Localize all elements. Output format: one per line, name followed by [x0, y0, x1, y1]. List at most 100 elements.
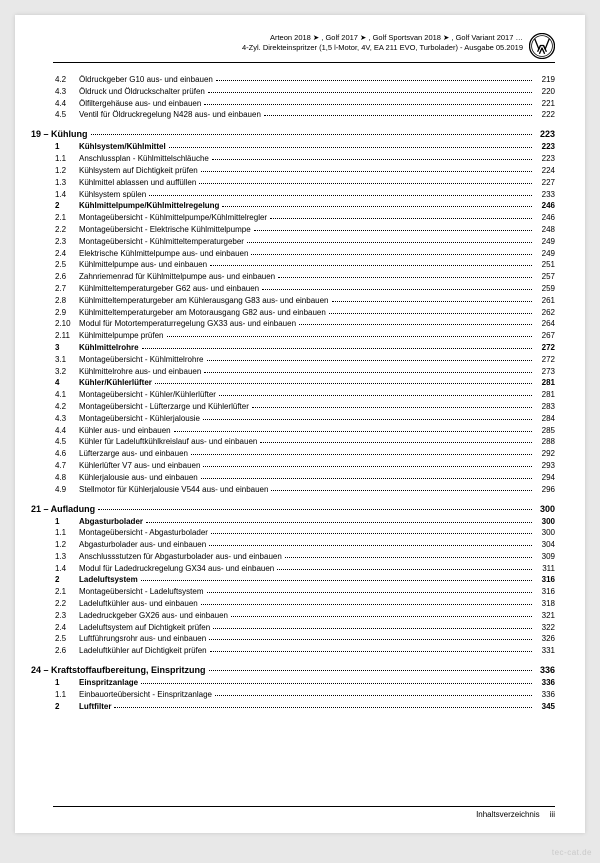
toc-leader-dots — [278, 277, 532, 278]
toc-entry-label: Montageübersicht - Kühlmittelpumpe/Kühlm… — [79, 213, 267, 223]
toc-entry: 4.5Ventil für Öldruckregelung N428 aus- … — [53, 110, 555, 120]
toc-leader-dots — [174, 431, 532, 432]
toc-entry: 4.1Montageübersicht - Kühler/Kühlerlüfte… — [53, 390, 555, 400]
toc-entry: 2.11Kühlmittelpumpe prüfen267 — [53, 331, 555, 341]
toc-entry: 1Abgasturbolader 300 — [53, 517, 555, 527]
toc-entry-label: Montageübersicht - Kühlmitteltemperaturg… — [79, 237, 244, 247]
toc-leader-dots — [215, 695, 532, 696]
toc-leader-dots — [260, 442, 532, 443]
toc-entry-label: Zahnriemenrad für Kühlmittelpumpe aus- u… — [79, 272, 275, 282]
toc-entry-label: Montageübersicht - Elektrische Kühlmitte… — [79, 225, 251, 235]
toc-entry-label: Kühlerjalousie aus- und einbauen — [79, 473, 198, 483]
toc-entry-number: 4.4 — [53, 99, 79, 109]
toc-entry-number: 2.3 — [53, 237, 79, 247]
toc-entry: 2.3Montageübersicht - Kühlmitteltemperat… — [53, 237, 555, 247]
toc-entry-label: Ventil für Öldruckregelung N428 aus- und… — [79, 110, 261, 120]
toc-entry-number: 4.9 — [53, 485, 79, 495]
toc-entry-page: 296 — [535, 485, 555, 495]
toc-entry-number: 3.2 — [53, 367, 79, 377]
toc-entry-page: 224 — [535, 166, 555, 176]
toc-entry-label: Abgasturbolader — [79, 517, 143, 527]
toc-entry-number: 2.1 — [53, 213, 79, 223]
toc-leader-dots — [204, 104, 532, 105]
toc-leader-dots — [191, 454, 532, 455]
toc-entry-number: 1 — [53, 517, 79, 527]
toc-leader-dots — [209, 639, 532, 640]
toc-entry-number: 4.2 — [53, 402, 79, 412]
toc-entry: 2.8Kühlmitteltemperaturgeber am Kühlerau… — [53, 296, 555, 306]
toc-entry: 1.3Anschlussstutzen für Abgasturbolader … — [53, 552, 555, 562]
toc-entry: 2Kühlmittelpumpe/Kühlmittelregelung246 — [53, 201, 555, 211]
toc-entry: 4.3Montageübersicht - Kühlerjalousie284 — [53, 414, 555, 424]
toc-entry-number: 2.1 — [53, 587, 79, 597]
toc-leader-dots — [262, 289, 532, 290]
toc-entry-label: Ladedruckgeber GX26 aus- und einbauen — [79, 611, 228, 621]
toc-entry-page: 233 — [535, 190, 555, 200]
toc-leader-dots — [98, 509, 532, 510]
toc-entry-page: 321 — [535, 611, 555, 621]
toc-entry-page: 249 — [535, 249, 555, 259]
toc-leader-dots — [209, 545, 532, 546]
toc-entry-label: Kühlmitteltemperaturgeber am Kühlerausga… — [79, 296, 329, 306]
toc-entry: 2.1Montageübersicht - Kühlmittelpumpe/Kü… — [53, 213, 555, 223]
toc-leader-dots — [207, 360, 532, 361]
toc-entry: 1.3Kühlmittel ablassen und auffüllen227 — [53, 178, 555, 188]
toc-entry-number: 1.1 — [53, 154, 79, 164]
toc-entry-label: Modul für Motortemperaturregelung GX33 a… — [79, 319, 296, 329]
toc-entry-page: 272 — [535, 355, 555, 365]
toc-entry-number: 2.5 — [53, 634, 79, 644]
toc-entry-label: Luftführungsrohr aus- und einbauen — [79, 634, 206, 644]
toc-entry: 3.2Kühlmittelrohre aus- und einbauen273 — [53, 367, 555, 377]
toc-chapter: 24 – Kraftstoffaufbereitung, Einspritzun… — [53, 665, 555, 675]
toc-entry: 4.2Montageübersicht - Lüfterzarge und Kü… — [53, 402, 555, 412]
toc-leader-dots — [142, 348, 532, 349]
toc-entry-label: Montageübersicht - Lüfterzarge und Kühle… — [79, 402, 249, 412]
toc-leader-dots — [231, 616, 532, 617]
toc-entry-number: 2.3 — [53, 611, 79, 621]
page-header: Arteon 2018 ➤ , Golf 2017 ➤ , Golf Sport… — [53, 33, 555, 63]
toc-entry-label: Anschlussplan - Kühlmittelschläuche — [79, 154, 209, 164]
toc-entry-number: 1 — [53, 142, 79, 152]
toc-entry-page: 257 — [535, 272, 555, 282]
toc-entry-page: 300 — [535, 517, 555, 527]
toc-entry-page: 221 — [535, 99, 555, 109]
toc-entry: 2.9Kühlmitteltemperaturgeber am Motoraus… — [53, 308, 555, 318]
toc-entry-label: Anschlussstutzen für Abgasturbolader aus… — [79, 552, 282, 562]
toc-entry-number: 4.5 — [53, 437, 79, 447]
toc-entry-number: 3 — [53, 343, 79, 353]
toc-entry-number: 2.6 — [53, 272, 79, 282]
toc-leader-dots — [203, 466, 532, 467]
toc-leader-dots — [210, 265, 532, 266]
toc-entry-number: 4.4 — [53, 426, 79, 436]
toc-entry-number: 4.1 — [53, 390, 79, 400]
toc-entry-page: 309 — [535, 552, 555, 562]
toc-entry-number: 2.10 — [53, 319, 79, 329]
toc-entry-label: Montageübersicht - Ladeluftsystem — [79, 587, 204, 597]
toc-entry-number: 2.2 — [53, 225, 79, 235]
toc-entry-page: 281 — [535, 378, 555, 388]
toc-entry: 2.4Elektrische Kühlmittelpumpe aus- und … — [53, 249, 555, 259]
toc-entry-page: 223 — [535, 154, 555, 164]
toc-entry-page: 336 — [535, 690, 555, 700]
toc-leader-dots — [203, 419, 532, 420]
toc-entry-page: 293 — [535, 461, 555, 471]
toc-leader-dots — [271, 490, 532, 491]
toc-leader-dots — [213, 628, 532, 629]
toc-entry-page: 292 — [535, 449, 555, 459]
toc-leader-dots — [270, 218, 532, 219]
document-page: Arteon 2018 ➤ , Golf 2017 ➤ , Golf Sport… — [15, 15, 585, 833]
toc-leader-dots — [169, 147, 532, 148]
toc-entry-label: Kühler für Ladeluftkühlkreislauf aus- un… — [79, 437, 257, 447]
toc-entry-page: 251 — [535, 260, 555, 270]
toc-entry-label: Einbauorteübersicht - Einspritzanlage — [79, 690, 212, 700]
toc-entry-page: 300 — [535, 528, 555, 538]
toc-entry-page: 311 — [535, 564, 555, 574]
toc-leader-dots — [332, 301, 533, 302]
toc-entry-label: Stellmotor für Kühlerjalousie V544 aus- … — [79, 485, 268, 495]
toc-entry: 2Luftfilter345 — [53, 702, 555, 712]
toc-leader-dots — [212, 159, 532, 160]
toc-entry-number: 2.6 — [53, 646, 79, 656]
header-line-1: Arteon 2018 ➤ , Golf 2017 ➤ , Golf Sport… — [53, 33, 523, 43]
footer-label: Inhaltsverzeichnis — [476, 810, 540, 819]
toc-entry: 1.2Abgasturbolader aus- und einbauen304 — [53, 540, 555, 550]
